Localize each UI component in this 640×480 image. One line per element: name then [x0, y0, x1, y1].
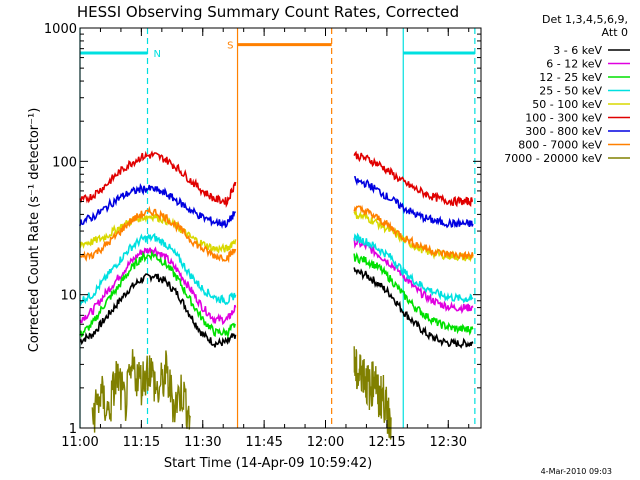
- series-line-1-seg-0: [79, 246, 237, 326]
- chart-title: HESSI Observing Summary Count Rates, Cor…: [77, 3, 459, 21]
- x-axis-label: Start Time (14-Apr-09 10:59:42): [164, 456, 372, 471]
- series-line-7-seg-1: [353, 204, 474, 261]
- legend-label-1: 6 - 12 keV: [546, 58, 602, 71]
- series-line-5-seg-1: [353, 150, 474, 208]
- y-tick-label-0: 1: [69, 422, 77, 437]
- series-line-6-seg-0: [79, 182, 237, 230]
- attenuator-annotations: NS: [79, 28, 476, 428]
- series-line-8-seg-0: [91, 349, 192, 433]
- annotation-label-1: S: [227, 41, 233, 52]
- annotation-label-0: N: [154, 49, 161, 60]
- y-tick-label-1: 10: [60, 289, 77, 304]
- y-tick-label-3: 1000: [44, 22, 77, 37]
- legend-header-line-0: Det 1,3,4,5,6,9,: [542, 13, 628, 26]
- x-tick-label-5: 12:15: [368, 435, 405, 450]
- legend-label-7: 800 - 7000 keV: [518, 139, 602, 152]
- series-line-6-seg-1: [354, 176, 474, 229]
- plot-frame: [79, 27, 482, 429]
- series-line-4-seg-1: [353, 208, 474, 263]
- legend-label-4: 50 - 100 keV: [532, 98, 602, 111]
- series-line-5-seg-0: [79, 150, 237, 209]
- series-line-2-seg-0: [79, 249, 237, 339]
- series-lines: [79, 150, 474, 440]
- y-axis-label: Corrected Count Rate (s⁻¹ detector⁻¹): [27, 108, 42, 353]
- x-tick-label-6: 12:30: [430, 435, 467, 450]
- x-tick-label-2: 11:30: [184, 435, 221, 450]
- axis-ticks: 11:00 11:15 11:30 11:45 12:00 12:15 12:30 1 10 10…: [44, 22, 481, 450]
- series-line-3-seg-1: [353, 232, 474, 304]
- series-line-7-seg-0: [79, 205, 237, 264]
- x-tick-label-3: 11:45: [245, 435, 282, 450]
- x-tick-label-4: 12:00: [307, 435, 344, 450]
- legend-header-line-1: Att 0: [602, 26, 628, 39]
- series-line-0-seg-1: [353, 267, 474, 349]
- legend-label-3: 25 - 50 keV: [539, 85, 602, 98]
- series-line-8-seg-1: [353, 346, 392, 440]
- series-line-1-seg-1: [353, 237, 474, 315]
- x-tick-label-0: 11:00: [61, 435, 98, 450]
- legend-label-6: 300 - 800 keV: [525, 125, 602, 138]
- legend-label-5: 100 - 300 keV: [525, 112, 602, 125]
- footer-date: 4-Mar-2010 09:03: [541, 467, 612, 476]
- x-tick-label-1: 11:15: [123, 435, 160, 450]
- legend-label-2: 12 - 25 keV: [539, 71, 602, 84]
- y-tick-label-2: 100: [52, 155, 77, 170]
- series-line-3-seg-0: [79, 232, 237, 307]
- series-line-2-seg-1: [353, 252, 474, 336]
- legend-label-8: 7000 - 20000 keV: [504, 152, 602, 165]
- series-line-0-seg-0: [79, 273, 237, 348]
- legend-label-0: 3 - 6 keV: [553, 44, 602, 57]
